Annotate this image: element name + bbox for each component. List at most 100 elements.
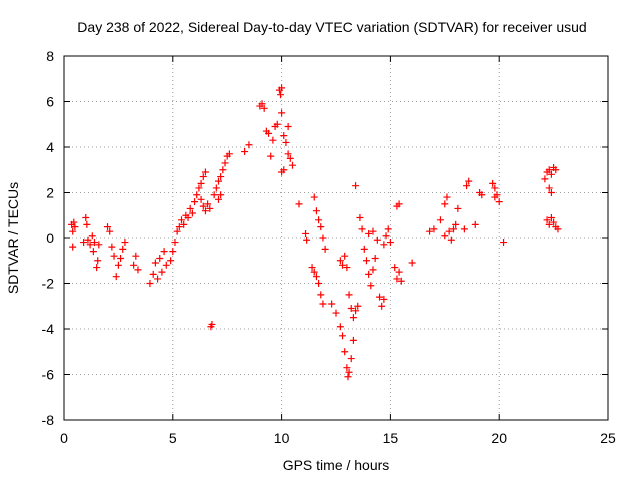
data-point xyxy=(362,257,370,265)
data-point xyxy=(345,291,353,299)
data-point xyxy=(315,280,323,287)
data-point xyxy=(245,141,253,149)
data-point xyxy=(339,261,347,269)
y-axis-label: SDTVAR / TECUs xyxy=(5,182,21,294)
data-point xyxy=(121,239,129,247)
data-point xyxy=(303,236,311,244)
data-point xyxy=(70,218,78,226)
data-point xyxy=(426,227,434,235)
data-point xyxy=(284,150,292,158)
data-point xyxy=(286,154,294,162)
data-point xyxy=(171,239,179,247)
data-point xyxy=(193,191,201,199)
data-point xyxy=(197,195,205,203)
data-point xyxy=(376,293,384,301)
data-point xyxy=(547,214,555,222)
data-point xyxy=(284,123,292,131)
data-point xyxy=(545,166,553,174)
data-point xyxy=(321,245,329,253)
data-point xyxy=(460,225,468,233)
data-point xyxy=(217,191,225,199)
data-point xyxy=(339,332,347,340)
data-point xyxy=(547,170,555,178)
data-point xyxy=(173,227,181,235)
data-point xyxy=(219,166,227,174)
data-point xyxy=(204,200,212,208)
data-point xyxy=(214,177,222,185)
data-point xyxy=(489,179,497,187)
data-point xyxy=(206,204,214,212)
data-point xyxy=(358,225,366,233)
data-point xyxy=(273,120,281,128)
data-point xyxy=(132,252,140,260)
data-point xyxy=(310,268,318,276)
data-point xyxy=(241,148,249,156)
data-point xyxy=(312,207,320,215)
data-point xyxy=(554,225,562,233)
data-point xyxy=(336,323,344,331)
y-tick-label: 4 xyxy=(46,139,54,155)
data-point xyxy=(356,214,364,222)
data-point xyxy=(354,302,362,310)
data-point xyxy=(336,257,344,265)
data-point xyxy=(386,239,394,247)
data-point xyxy=(195,184,203,192)
data-point xyxy=(225,150,233,158)
data-point xyxy=(278,168,286,176)
data-point xyxy=(543,216,551,224)
data-point xyxy=(343,364,351,372)
data-point xyxy=(545,220,553,228)
data-point xyxy=(280,132,288,140)
data-point xyxy=(201,168,209,176)
chart-title: Day 238 of 2022, Sidereal Day-to-day VTE… xyxy=(77,19,586,35)
data-point xyxy=(89,248,97,256)
data-points xyxy=(68,84,562,381)
y-tick-label: -8 xyxy=(42,412,55,428)
data-point xyxy=(373,236,381,244)
y-tick-label: 6 xyxy=(46,94,54,110)
data-point xyxy=(365,229,373,237)
data-point xyxy=(380,295,388,303)
data-point xyxy=(282,138,290,146)
data-point xyxy=(319,234,327,242)
data-point xyxy=(382,232,390,240)
data-point xyxy=(341,348,349,356)
y-tick-label: 2 xyxy=(46,185,54,201)
data-point xyxy=(175,223,183,231)
x-tick-label: 15 xyxy=(383,430,399,446)
data-point xyxy=(267,152,275,160)
y-tick-label: -2 xyxy=(42,276,55,292)
data-point xyxy=(319,300,327,308)
data-point xyxy=(436,216,444,224)
data-point xyxy=(112,273,120,281)
data-point xyxy=(188,209,196,217)
data-point xyxy=(500,239,508,247)
data-point xyxy=(450,225,458,233)
data-point xyxy=(71,223,79,231)
data-point xyxy=(441,232,449,240)
data-point xyxy=(345,368,353,376)
data-point xyxy=(265,129,273,137)
data-point xyxy=(367,282,375,290)
data-point xyxy=(391,264,399,272)
data-point xyxy=(221,159,229,167)
data-point xyxy=(156,254,164,262)
data-point xyxy=(95,241,103,249)
data-point xyxy=(130,261,138,269)
data-point xyxy=(380,241,388,249)
data-point xyxy=(478,191,486,199)
y-tick-label: 8 xyxy=(46,48,54,64)
data-point xyxy=(317,291,325,299)
data-point xyxy=(378,302,386,310)
data-point xyxy=(134,266,142,274)
x-tick-label: 0 xyxy=(60,430,68,446)
data-point xyxy=(465,177,473,185)
data-point xyxy=(151,259,159,267)
data-point xyxy=(84,236,92,244)
data-point xyxy=(547,189,555,196)
data-point xyxy=(443,193,451,201)
data-point xyxy=(201,207,209,215)
data-point xyxy=(180,220,188,228)
data-point xyxy=(447,236,455,244)
data-point xyxy=(214,195,222,203)
